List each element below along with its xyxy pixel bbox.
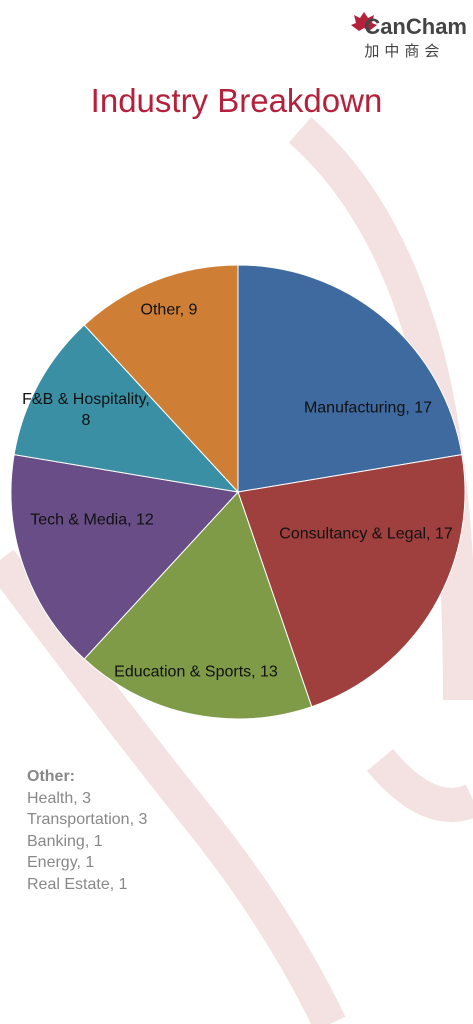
other-item: Health, 3 [27, 789, 92, 807]
pie-slice [13, 324, 240, 493]
data-label: Education & Sports, 13 [114, 663, 278, 681]
chart-title: Industry Breakdown [90, 82, 383, 119]
background-decoration [0, 117, 473, 1024]
logo-subtitle: 加中商会 [364, 43, 445, 60]
other-item: Energy, 1 [27, 854, 95, 871]
other-item: Banking, 1 [27, 832, 103, 850]
other-item: Transportation, 3 [27, 811, 148, 828]
data-label: Tech & Media, 12 [30, 511, 154, 529]
pie-slice [83, 491, 313, 720]
logo-name: CanCham [364, 14, 467, 39]
other-item: Real Estate, 1 [27, 875, 128, 893]
other-heading: Other: [27, 768, 75, 785]
pie-slice [10, 454, 239, 660]
logo: CanCham 加中商会 [364, 14, 467, 61]
pie-slice [237, 264, 463, 493]
data-label: F&B & Hospitality, 8 [22, 391, 150, 429]
pie-slice [237, 454, 466, 708]
data-label: Manufacturing, 17 [303, 399, 433, 417]
data-label: Other, 9 [140, 301, 198, 319]
data-label: Consultancy & Legal, 17 [279, 525, 453, 543]
logo-leaf [351, 12, 377, 31]
other-list: Other: Health, 3 Transportation, 3 Banking… [27, 766, 147, 895]
pie-slice [83, 264, 239, 494]
